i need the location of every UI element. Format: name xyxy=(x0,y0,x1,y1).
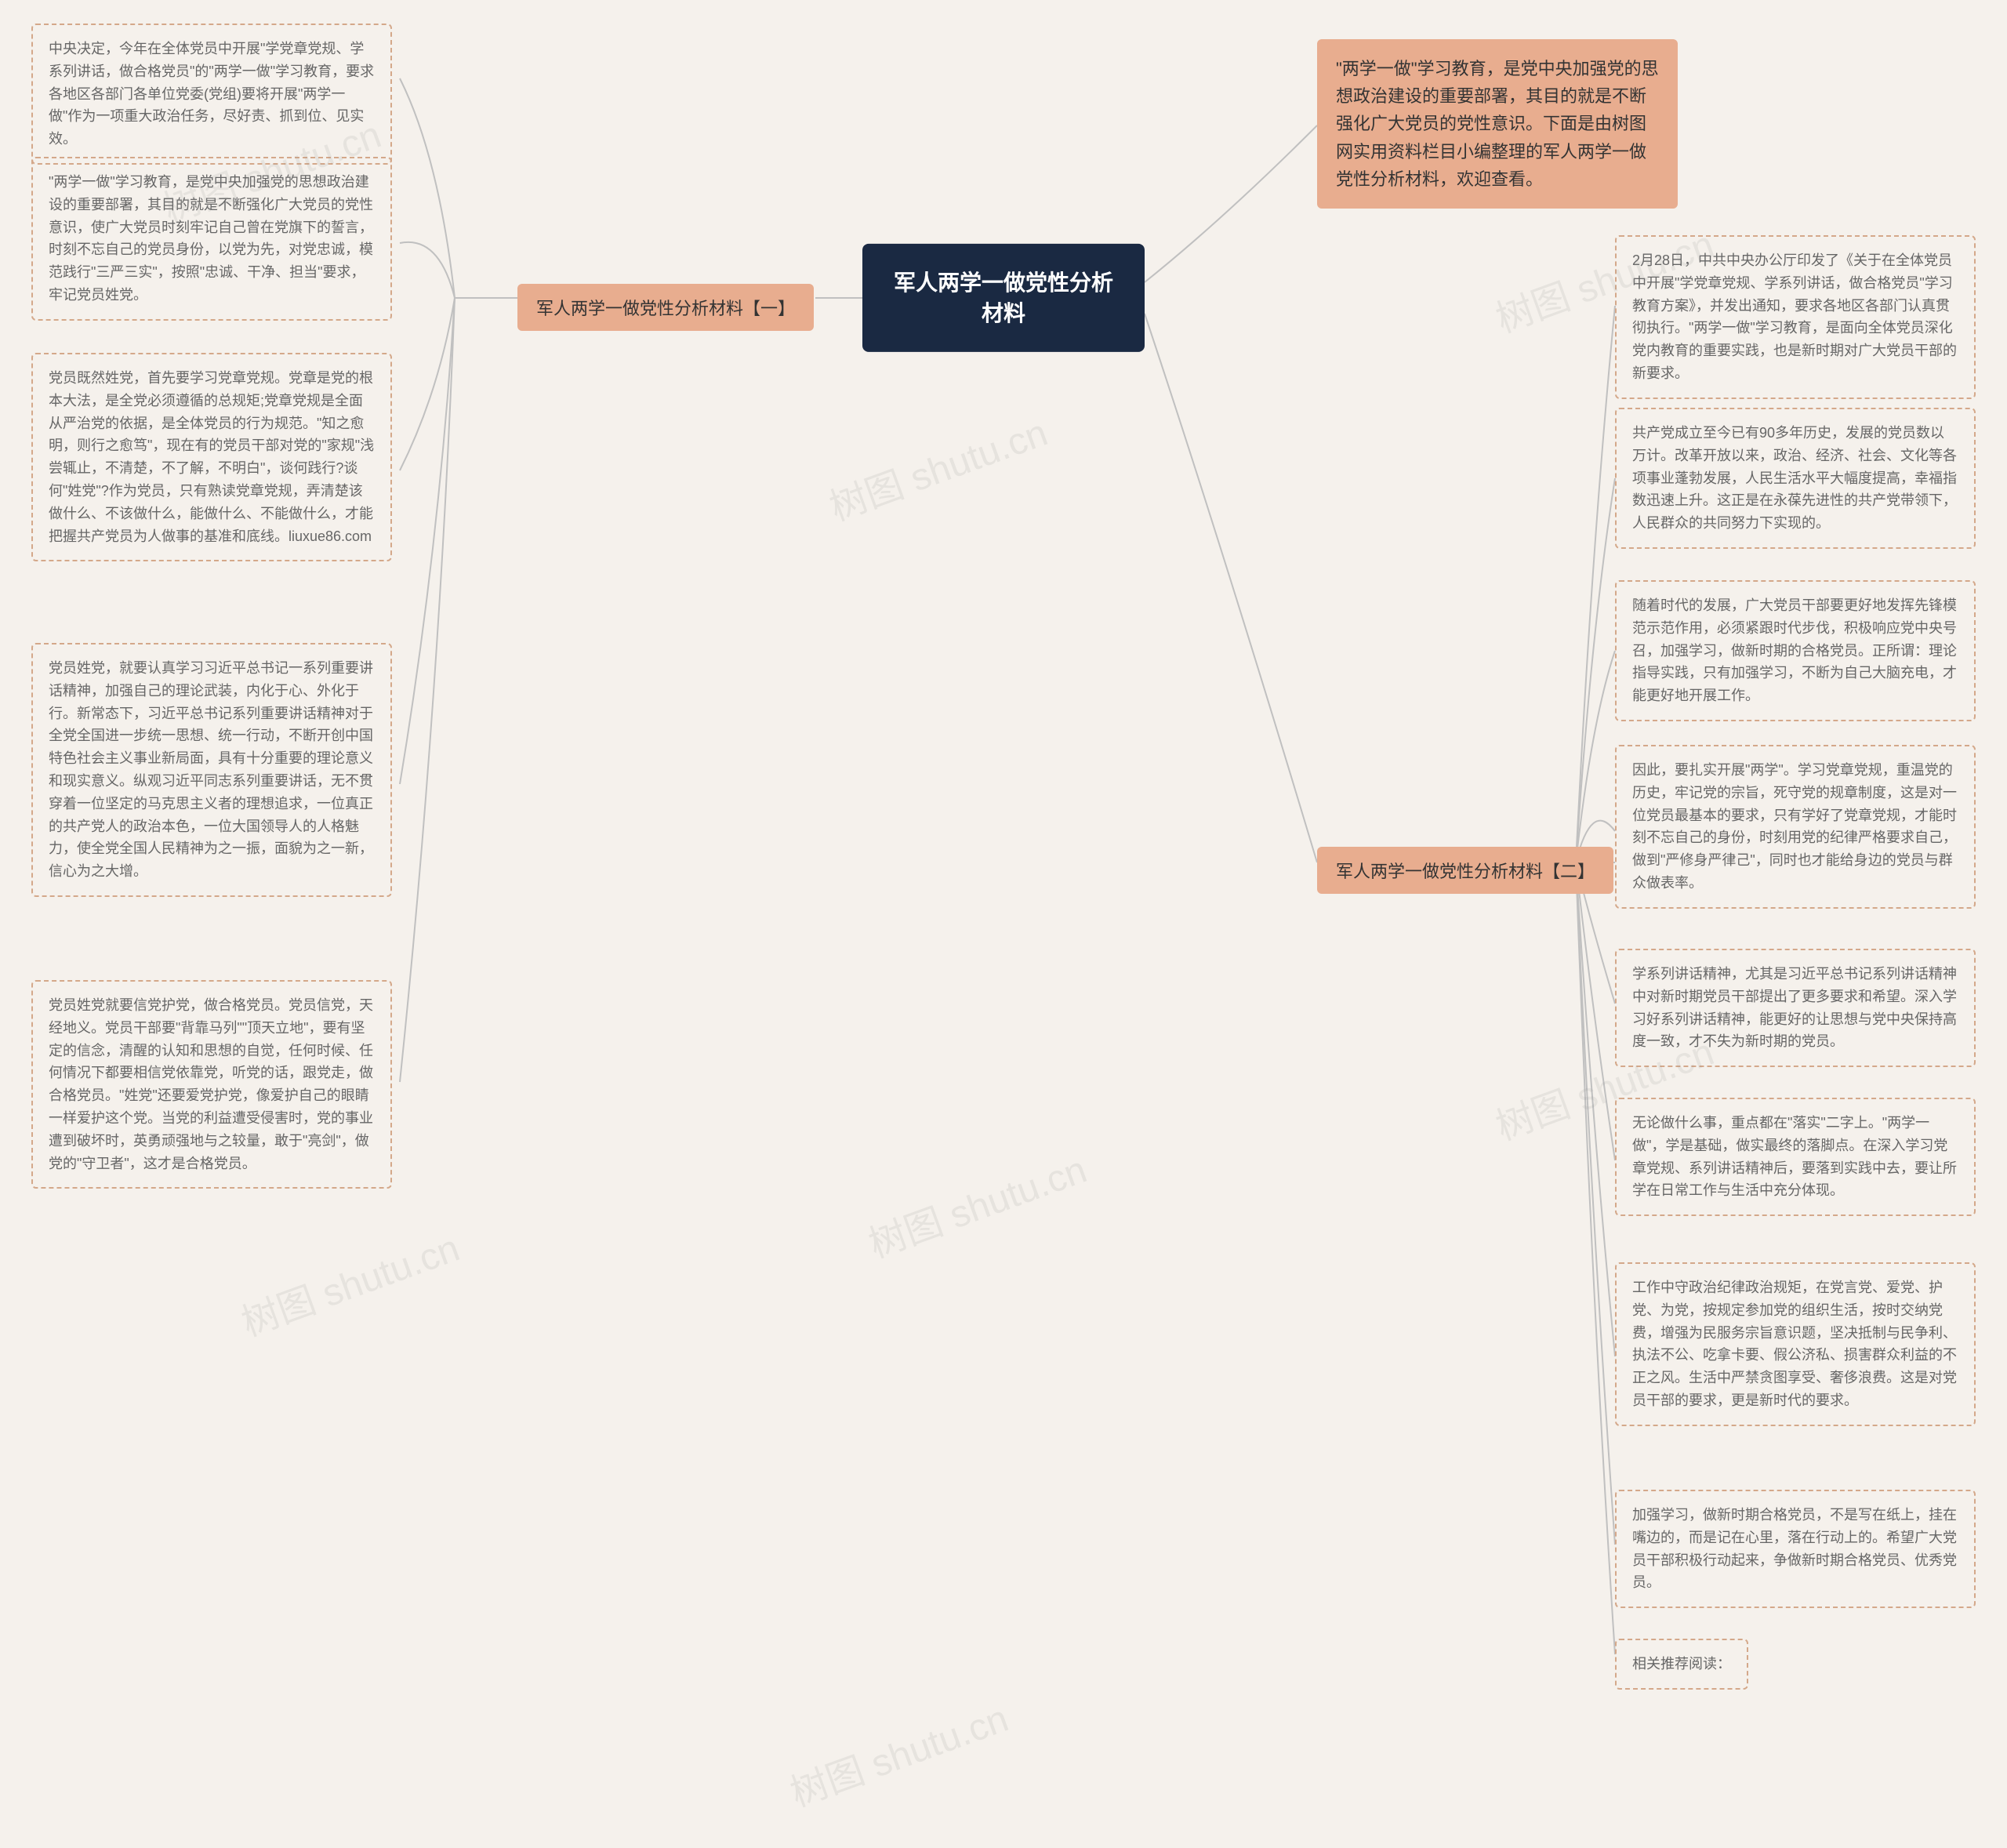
watermark: 树图 shutu.cn xyxy=(821,401,1054,531)
leaf-right-6: 工作中守政治纪律政治规矩，在党言党、爱党、护党、为党，按规定参加党的组织生活，按… xyxy=(1615,1262,1976,1426)
leaf-right-2: 随着时代的发展，广大党员干部要更好地发挥先锋模范示范作用，必须紧跟时代步伐，积极… xyxy=(1615,580,1976,721)
leaf-left-0: 中央决定，今年在全体党员中开展"学党章党规、学系列讲话，做合格党员"的"两学一做… xyxy=(31,24,392,165)
leaf-left-2: 党员既然姓党，首先要学习党章党规。党章是党的根本大法，是全党必须遵循的总规矩;党… xyxy=(31,353,392,561)
leaf-right-1: 共产党成立至今已有90多年历史，发展的党员数以万计。改革开放以来，政治、经济、社… xyxy=(1615,408,1976,549)
leaf-left-4: 党员姓党就要信党护党，做合格党员。党员信党，天经地义。党员干部要"背靠马列""顶… xyxy=(31,980,392,1189)
watermark: 树图 shutu.cn xyxy=(782,1687,1014,1817)
branch-left: 军人两学一做党性分析材料【一】 xyxy=(517,284,814,331)
branch-right: 军人两学一做党性分析材料【二】 xyxy=(1317,847,1613,894)
center-title: 军人两学一做党性分析材料 xyxy=(862,244,1145,352)
watermark: 树图 shutu.cn xyxy=(233,1217,466,1346)
intro-node: "两学一做"学习教育，是党中央加强党的思想政治建设的重要部署，其目的就是不断强化… xyxy=(1317,39,1678,209)
leaf-left-3: 党员姓党，就要认真学习习近平总书记一系列重要讲话精神，加强自己的理论武装，内化于… xyxy=(31,643,392,897)
leaf-right-4: 学系列讲话精神，尤其是习近平总书记系列讲话精神中对新时期党员干部提出了更多要求和… xyxy=(1615,949,1976,1067)
leaf-right-3: 因此，要扎实开展"两学"。学习党章党规，重温党的历史，牢记党的宗旨，死守党的规章… xyxy=(1615,745,1976,909)
leaf-right-5: 无论做什么事，重点都在"落实"二字上。"两学一做"，学是基础，做实最终的落脚点。… xyxy=(1615,1098,1976,1216)
leaf-right-0: 2月28日，中共中央办公厅印发了《关于在全体党员中开展"学党章党规、学系列讲话，… xyxy=(1615,235,1976,399)
leaf-right-8: 相关推荐阅读： xyxy=(1615,1639,1748,1690)
watermark: 树图 shutu.cn xyxy=(860,1138,1093,1268)
leaf-right-7: 加强学习，做新时期合格党员，不是写在纸上，挂在嘴边的，而是记在心里，落在行动上的… xyxy=(1615,1490,1976,1608)
leaf-left-1: "两学一做"学习教育，是党中央加强党的思想政治建设的重要部署，其目的就是不断强化… xyxy=(31,157,392,321)
